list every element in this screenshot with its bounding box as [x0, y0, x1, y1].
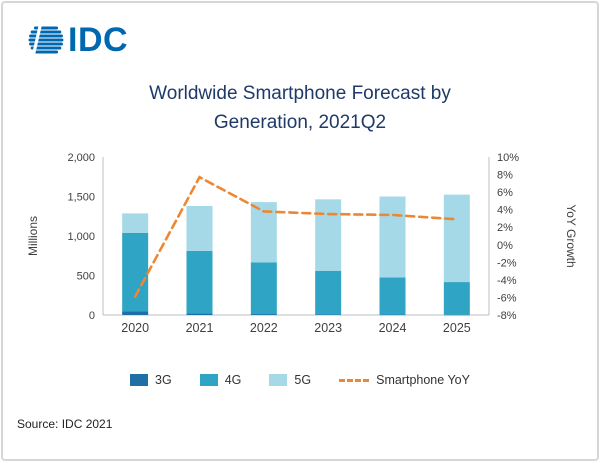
x-axis-label-2024: 2024 — [379, 321, 407, 335]
right-tick-label: 8% — [497, 170, 513, 182]
idc-logo-text: IDC — [68, 21, 129, 59]
x-axis-label-2021: 2021 — [186, 321, 214, 335]
right-tick-label: -8% — [497, 310, 517, 322]
x-axis-label-2023: 2023 — [314, 321, 342, 335]
bar-segment-4G-2021 — [186, 250, 213, 314]
left-tick-label: 0 — [89, 310, 95, 322]
idc-logo: IDC — [27, 21, 128, 59]
legend-swatch-4G — [199, 374, 218, 386]
yoy-growth-line — [133, 175, 459, 298]
legend-label-smartphone-yoy: Smartphone YoY — [376, 373, 470, 387]
forecast-chart-svg: 0 500 1,000 1,500 2,000 -8% -6% -4% -2% 0% 2% 4% 6% 8… — [26, 152, 578, 335]
bar-segment-5G-2021 — [186, 205, 213, 251]
right-tick-label: 2% — [497, 222, 513, 234]
legend-swatch-5G — [269, 374, 288, 386]
chart-title: Worldwide Smartphone Forecast by Generat… — [3, 79, 597, 138]
bar-segment-3G-2020 — [122, 311, 149, 315]
bar-segment-4G-2025 — [443, 282, 470, 315]
legend-item-smartphone-yoy: Smartphone YoY — [339, 373, 470, 387]
bar-segment-5G-2025 — [443, 194, 470, 283]
legend-swatch-3G — [130, 374, 149, 386]
left-tick-label: 500 — [77, 271, 95, 283]
legend-label-4G: 4G — [224, 373, 242, 387]
left-tick-label: 2,000 — [67, 152, 95, 164]
bar-segment-5G-2023 — [315, 199, 342, 271]
legend-item-3G: 3G — [130, 373, 172, 387]
legend-label-3G: 3G — [155, 373, 172, 387]
chart-area: 0 500 1,000 1,500 2,000 -8% -6% -4% -2% 0% 2% 4% 6% 8… — [23, 143, 579, 348]
source-note: Source: IDC 2021 — [17, 417, 113, 431]
right-tick-label: 4% — [497, 205, 513, 217]
right-tick-label: -6% — [497, 292, 517, 304]
legend-label-5G: 5G — [294, 373, 312, 387]
bar-segment-3G-2024 — [379, 314, 406, 316]
right-tick-label: 0% — [497, 240, 513, 252]
right-tick-label: 6% — [497, 187, 513, 199]
right-axis-title: YoY Growth — [564, 204, 578, 267]
chart-legend: 3G 4G 5G Smartphone YoY — [3, 373, 597, 387]
left-tick-label: 1,000 — [67, 231, 95, 243]
right-tick-label: -2% — [497, 257, 517, 269]
bar-segment-5G-2024 — [379, 196, 406, 278]
x-axis-label-2020: 2020 — [121, 321, 149, 335]
bar-segment-5G-2020 — [122, 213, 149, 233]
left-axis-title: Millions — [26, 216, 40, 256]
bar-segment-3G-2022 — [250, 314, 277, 315]
x-axis-label-2025: 2025 — [443, 321, 471, 335]
bar-segment-4G-2022 — [250, 262, 277, 315]
legend-swatch-smartphone-yoy — [339, 378, 370, 382]
right-tick-label: -4% — [497, 275, 517, 287]
left-tick-label: 1,500 — [67, 192, 95, 204]
chart-title-line2: Generation, 2021Q2 — [213, 112, 387, 134]
legend-item-5G: 5G — [269, 373, 311, 387]
right-tick-label: 10% — [497, 152, 519, 164]
idc-globe-icon — [28, 21, 64, 59]
bar-segment-4G-2020 — [122, 232, 149, 312]
bar-segment-3G-2025 — [443, 314, 470, 316]
x-axis-label-2022: 2022 — [250, 321, 278, 335]
bar-segment-3G-2023 — [315, 314, 342, 315]
legend-item-4G: 4G — [199, 373, 242, 387]
bar-segment-3G-2021 — [186, 313, 213, 315]
bar-segment-4G-2023 — [315, 270, 342, 315]
chart-title-line1: Worldwide Smartphone Forecast by — [149, 83, 451, 104]
bar-segment-4G-2024 — [379, 277, 406, 315]
